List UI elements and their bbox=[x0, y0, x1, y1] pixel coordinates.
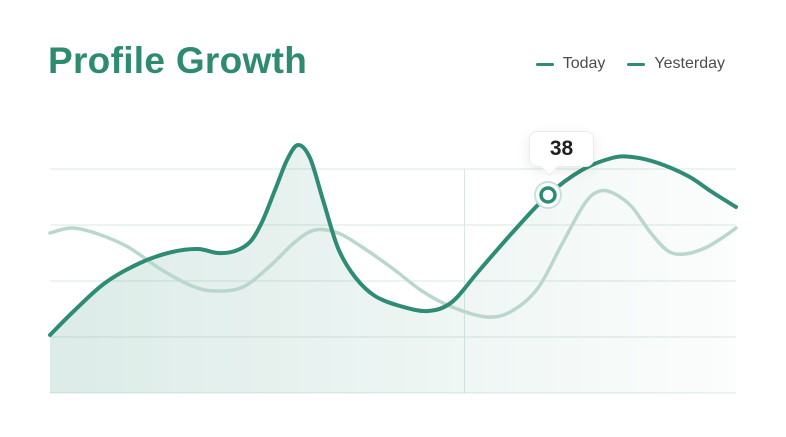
chart-legend: Today Yesterday bbox=[535, 55, 725, 73]
yesterday-line-icon bbox=[627, 62, 646, 66]
today-area-fill bbox=[50, 144, 736, 393]
legend-item-yesterday[interactable]: Yesterday bbox=[627, 55, 725, 73]
legend-label-yesterday: Yesterday bbox=[654, 55, 725, 72]
marker-dot[interactable] bbox=[539, 186, 557, 204]
today-line[interactable] bbox=[48, 143, 738, 337]
today-line-icon bbox=[535, 62, 554, 66]
highlight-marker[interactable] bbox=[534, 181, 562, 209]
yesterday-line[interactable] bbox=[48, 188, 738, 319]
legend-item-today[interactable]: Today bbox=[535, 55, 606, 73]
page-title: Profile Growth bbox=[48, 40, 308, 81]
legend-label-today: Today bbox=[562, 55, 606, 72]
value-tooltip: 38 bbox=[529, 131, 594, 176]
tooltip-value: 38 bbox=[549, 137, 574, 160]
